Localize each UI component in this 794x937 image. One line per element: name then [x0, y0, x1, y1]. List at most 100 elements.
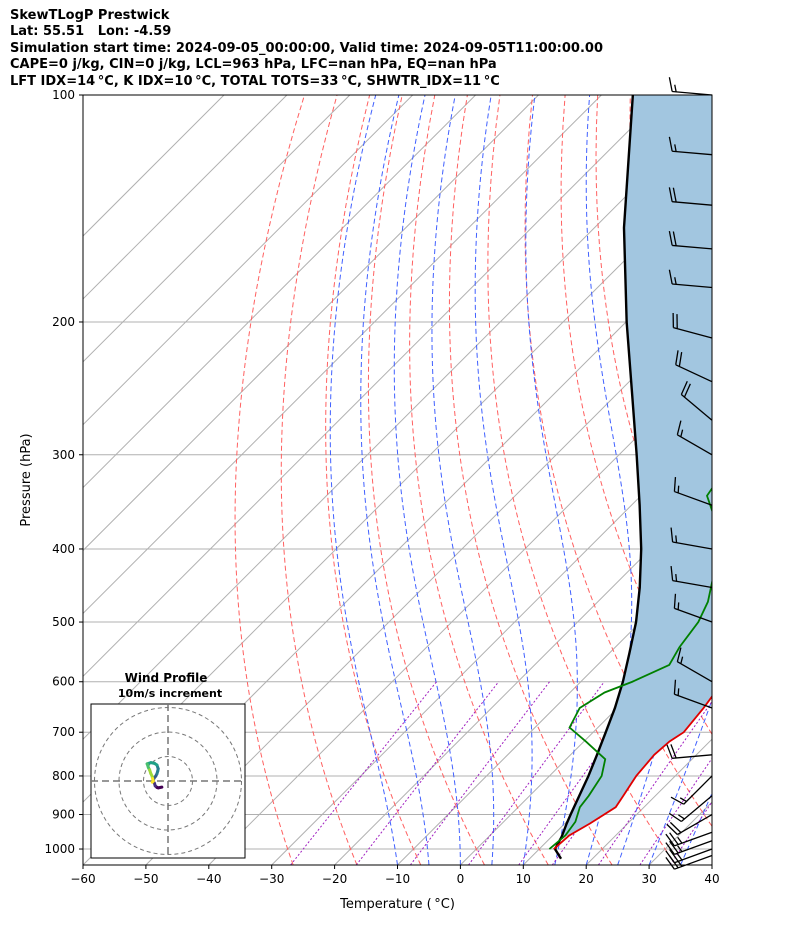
wind-barb-flag [668, 269, 673, 285]
wind-barbs [665, 77, 713, 870]
dry-adiabat [524, 95, 712, 828]
wind-barb-flag [670, 796, 685, 805]
x-tick-label: 20 [579, 872, 594, 886]
moist-adiabat [743, 95, 794, 865]
dry-adiabat [761, 95, 794, 865]
moist-adiabat [525, 95, 578, 865]
x-tick-label: −50 [133, 872, 158, 886]
isotherm-gridline [83, 95, 288, 300]
dry-adiabat [367, 95, 485, 865]
cape-line: CAPE=0 j/kg, CIN=0 j/kg, LCL=963 hPa, LF… [10, 57, 497, 73]
wind-barb-shaft [677, 813, 713, 836]
moist-adiabat [474, 95, 533, 865]
hodograph-subtitle: 10m/s increment [118, 687, 222, 700]
chart-title-block: SkewTLogP Prestwick Lat: 55.51 Lon: -4.5… [10, 8, 603, 90]
wind-barb-shaft [672, 579, 713, 589]
y-tick-label: 300 [52, 448, 75, 462]
wind-barb [665, 848, 713, 864]
profile-lines [548, 95, 712, 860]
moist-adiabat [648, 698, 712, 865]
wind-barb-shaft [675, 364, 713, 383]
dry-adiabat [728, 95, 794, 865]
wind-barb-half-flag [679, 797, 687, 802]
wind-barb-half-flag [677, 836, 683, 844]
wind-barb-flag [678, 351, 683, 367]
wind-barb-flag [675, 350, 679, 365]
wind-barb-flag [668, 136, 673, 152]
mixing-ratio-line [669, 800, 712, 865]
wind-barb-shaft [680, 795, 713, 823]
wind-barb-half-flag [675, 535, 678, 543]
wind-barb-shaft [672, 283, 713, 289]
location-line: Lat: 55.51 Lon: -4.59 [10, 24, 172, 40]
axes: −60 −50 −40 −30 −20 −10 0 10 20 30 40 100 200 300 400 5… [44, 88, 719, 886]
wind-barb-flag [665, 857, 675, 870]
x-tick-label: −10 [385, 872, 410, 886]
wind-barb-flag [669, 849, 679, 862]
wind-barb-flag [668, 812, 682, 823]
y-tick-label: 900 [52, 808, 75, 822]
wind-barb-flag [670, 527, 674, 543]
y-axis-label: Pressure (hPa) [19, 433, 34, 526]
x-tick-label: −40 [196, 872, 221, 886]
isotherm-gridline [83, 109, 712, 740]
wind-barb-half-flag [674, 144, 677, 152]
wind-barb-shaft [680, 394, 713, 421]
isotherm-gridline [711, 864, 712, 865]
dewpoint-line [548, 486, 712, 850]
dry-adiabat [409, 95, 549, 865]
wind-barb-shaft [674, 693, 713, 709]
wind-barb-flag [673, 679, 677, 695]
isotherm-gridline [397, 549, 712, 865]
wind-barb-flag [676, 420, 682, 435]
wind-barb-shaft [674, 490, 713, 506]
wind-barb-flag [673, 593, 677, 609]
wind-barb [680, 380, 713, 421]
wind-barb [673, 593, 713, 623]
wind-barb [668, 231, 713, 250]
wind-barb [668, 77, 713, 96]
mixing-ratio-line [518, 681, 652, 865]
wind-barb-half-flag [680, 656, 684, 664]
wind-barb-flag [666, 744, 673, 759]
x-axis-label: Temperature ( °C) [339, 897, 455, 912]
wind-barb-flag [672, 231, 677, 246]
isotherm-gridline [334, 486, 712, 865]
dry-adiabat [487, 95, 677, 865]
dry-adiabat [448, 95, 613, 865]
wind-barb-shaft [672, 90, 713, 96]
isotherm-gridline [83, 95, 539, 552]
wind-barb [673, 679, 713, 709]
isotherm-gridline [83, 95, 602, 615]
x-tick-label: −60 [70, 872, 95, 886]
wind-barb-half-flag [674, 277, 677, 285]
wind-barb [668, 187, 713, 206]
wind-barb-shaft [683, 775, 713, 805]
wind-barb-flag [668, 231, 673, 246]
wind-barb [670, 775, 713, 805]
wind-barb [672, 313, 713, 339]
wind-barb [666, 813, 713, 836]
wind-barb [668, 795, 713, 823]
wind-barb-flag [680, 380, 688, 395]
moist-adiabat [711, 863, 712, 865]
x-tick-label: −30 [259, 872, 284, 886]
x-tick-label: 40 [704, 872, 719, 886]
isotherm-gridline [83, 95, 351, 363]
wind-barb-half-flag [677, 485, 680, 493]
wind-barb-half-flag [677, 845, 683, 853]
wind-barb-flag [665, 842, 675, 855]
x-tick-label: 30 [641, 872, 656, 886]
wind-barb-flag [668, 187, 673, 202]
y-tick-label: 800 [52, 769, 75, 783]
isotherm-gridline [83, 95, 225, 237]
wind-barb [670, 566, 713, 589]
wind-barb [665, 831, 713, 847]
temperature-line [553, 695, 712, 850]
wind-barb [673, 476, 713, 506]
time-line: Simulation start time: 2024-09-05_00:00:… [10, 40, 603, 56]
hodograph-inset: Wind Profile 10m/s increment [90, 671, 246, 859]
wind-barb-half-flag [677, 688, 680, 696]
wind-barb-flag [666, 823, 678, 835]
isotherm-gridline [83, 95, 414, 426]
